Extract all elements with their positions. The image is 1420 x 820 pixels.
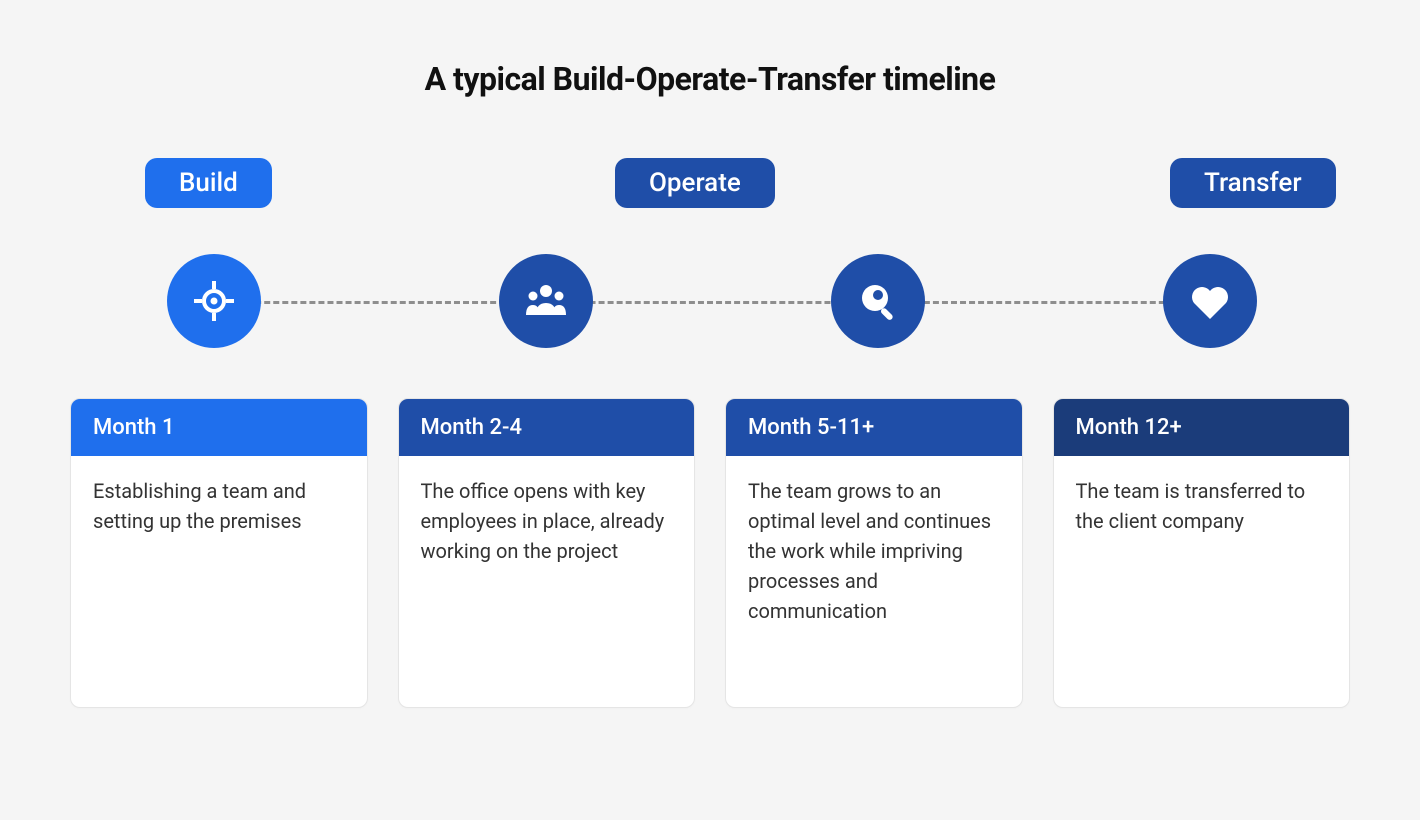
cards-row: Month 1Establishing a team and setting u… xyxy=(70,398,1350,708)
timeline-icon-row xyxy=(70,254,1350,348)
card-body: The office opens with key employees in p… xyxy=(399,456,695,586)
timeline-card: Month 5-11+The team grows to an optimal … xyxy=(725,398,1023,708)
timeline-card: Month 12+The team is transferred to the … xyxy=(1053,398,1351,708)
page-title: A typical Build-Operate-Transfer timelin… xyxy=(70,60,1350,98)
card-header: Month 2-4 xyxy=(399,399,695,456)
heart-icon xyxy=(1163,254,1257,348)
card-header: Month 5-11+ xyxy=(726,399,1022,456)
timeline-dash-line xyxy=(210,301,1210,304)
infographic-canvas: A typical Build-Operate-Transfer timelin… xyxy=(0,0,1420,820)
search-icon xyxy=(831,254,925,348)
people-icon xyxy=(499,254,593,348)
timeline-card: Month 2-4The office opens with key emplo… xyxy=(398,398,696,708)
target-icon xyxy=(167,254,261,348)
phase-pill-operate: Operate xyxy=(615,158,775,208)
card-body: The team grows to an optimal level and c… xyxy=(726,456,1022,646)
timeline-card: Month 1Establishing a team and setting u… xyxy=(70,398,368,708)
card-header: Month 1 xyxy=(71,399,367,456)
card-body: Establishing a team and setting up the p… xyxy=(71,456,367,556)
phase-pill-row: Build Operate Transfer xyxy=(70,158,1350,214)
card-header: Month 12+ xyxy=(1054,399,1350,456)
phase-pill-build: Build xyxy=(145,158,272,208)
phase-pill-transfer: Transfer xyxy=(1170,158,1336,208)
card-body: The team is transferred to the client co… xyxy=(1054,456,1350,556)
